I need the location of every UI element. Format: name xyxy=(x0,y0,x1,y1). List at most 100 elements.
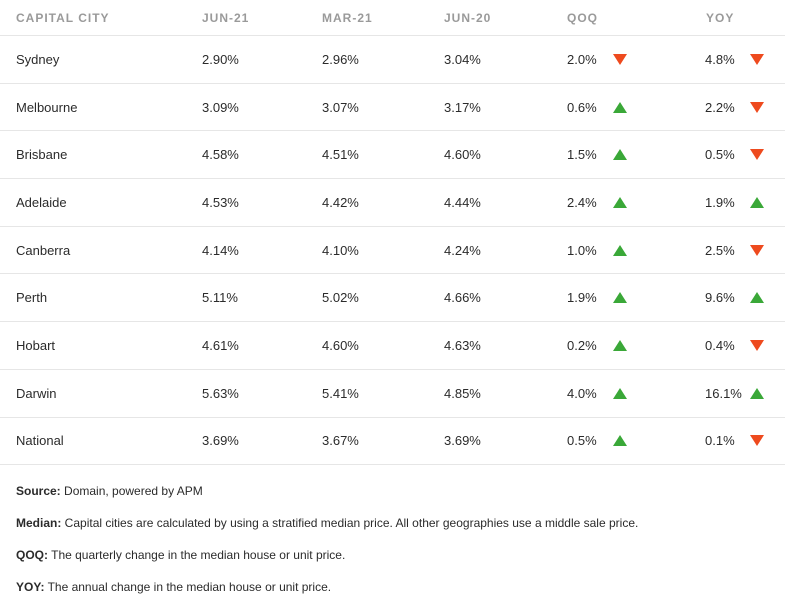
yoy-cell: 9.6% xyxy=(705,290,735,306)
qoq-trend xyxy=(613,227,627,274)
city-cell: Brisbane xyxy=(16,147,68,163)
mar-21-cell: 4.10% xyxy=(322,242,359,258)
table-row: Canberra 4.14% 4.10% 4.24% 1.0% 2.5% xyxy=(0,227,785,275)
note-text: The annual change in the median house or… xyxy=(44,580,332,594)
jun-21-cell: 4.61% xyxy=(202,337,239,353)
city-cell: Sydney xyxy=(16,51,60,67)
mar-21-cell: 3.67% xyxy=(322,433,359,449)
jun-20-cell: 4.24% xyxy=(444,242,481,258)
yoy-cell: 16.1% xyxy=(705,385,742,401)
note-source: Source: Domain, powered by APM xyxy=(16,483,776,515)
yoy-cell: 2.5% xyxy=(705,242,735,258)
footnotes: Source: Domain, powered by APM Median: C… xyxy=(16,483,776,611)
qoq-trend xyxy=(613,274,627,321)
note-median: Median: Capital cities are calculated by… xyxy=(16,515,776,547)
jun-21-cell: 5.11% xyxy=(202,290,238,306)
triangle-down-icon xyxy=(750,101,764,113)
triangle-up-icon xyxy=(750,292,764,304)
triangle-down-icon xyxy=(750,53,764,65)
triangle-down-icon xyxy=(750,339,764,351)
triangle-down-icon xyxy=(750,435,764,447)
header-yoy: YOY xyxy=(706,10,735,25)
city-cell: National xyxy=(16,433,64,449)
yoy-cell: 0.1% xyxy=(705,433,735,449)
mar-21-cell: 3.07% xyxy=(322,99,359,115)
triangle-up-icon xyxy=(750,196,764,208)
jun-21-cell: 2.90% xyxy=(202,51,239,67)
header-jun-21: JUN-21 xyxy=(202,10,250,25)
yoy-trend xyxy=(750,274,764,321)
yoy-cell: 0.4% xyxy=(705,337,735,353)
jun-21-cell: 4.14% xyxy=(202,242,239,258)
triangle-up-icon xyxy=(613,387,627,399)
qoq-trend xyxy=(613,131,627,178)
mar-21-cell: 2.96% xyxy=(322,51,359,67)
header-mar-21: MAR-21 xyxy=(322,10,373,25)
yoy-trend xyxy=(750,179,764,226)
table-row: Darwin 5.63% 5.41% 4.85% 4.0% 16.1% xyxy=(0,370,785,418)
city-cell: Perth xyxy=(16,290,48,306)
mar-21-cell: 4.51% xyxy=(322,147,359,163)
jun-20-cell: 4.44% xyxy=(444,194,481,210)
jun-21-cell: 4.58% xyxy=(202,147,239,163)
note-label: Median: xyxy=(16,516,62,530)
header-capital-city: CAPITAL CITY xyxy=(16,10,110,25)
yoy-cell: 1.9% xyxy=(705,194,735,210)
qoq-trend xyxy=(613,179,627,226)
note-label: Source: xyxy=(16,484,61,498)
triangle-up-icon xyxy=(613,244,627,256)
yoy-trend xyxy=(750,227,764,274)
table-header-row: CAPITAL CITY JUN-21 MAR-21 JUN-20 QOQ YO… xyxy=(0,0,785,36)
rental-yield-table: CAPITAL CITY JUN-21 MAR-21 JUN-20 QOQ YO… xyxy=(0,0,785,466)
city-cell: Canberra xyxy=(16,242,71,258)
mar-21-cell: 5.41% xyxy=(322,385,359,401)
mar-21-cell: 4.60% xyxy=(322,337,359,353)
mar-21-cell: 5.02% xyxy=(322,290,359,306)
table-row: Melbourne 3.09% 3.07% 3.17% 0.6% 2.2% xyxy=(0,84,785,132)
yoy-cell: 0.5% xyxy=(705,147,735,163)
jun-20-cell: 4.63% xyxy=(444,337,481,353)
yoy-trend xyxy=(750,84,764,131)
qoq-cell: 0.2% xyxy=(567,337,597,353)
note-label: YOY: xyxy=(16,580,45,594)
yoy-trend xyxy=(750,36,764,83)
yoy-trend xyxy=(750,370,764,417)
city-cell: Darwin xyxy=(16,385,57,401)
note-yoy: YOY: The annual change in the median hou… xyxy=(16,579,776,611)
triangle-up-icon xyxy=(750,387,764,399)
qoq-cell: 1.5% xyxy=(567,147,597,163)
jun-20-cell: 4.66% xyxy=(444,290,481,306)
triangle-up-icon xyxy=(613,101,627,113)
jun-21-cell: 5.63% xyxy=(202,385,239,401)
note-text: The quarterly change in the median house… xyxy=(48,548,346,562)
mar-21-cell: 4.42% xyxy=(322,194,359,210)
jun-21-cell: 3.09% xyxy=(202,99,239,115)
triangle-down-icon xyxy=(613,53,627,65)
qoq-cell: 2.4% xyxy=(567,194,597,210)
qoq-trend xyxy=(613,36,627,83)
qoq-trend xyxy=(613,322,627,369)
triangle-down-icon xyxy=(750,244,764,256)
qoq-cell: 1.9% xyxy=(567,290,597,306)
qoq-cell: 0.5% xyxy=(567,433,597,449)
jun-20-cell: 3.04% xyxy=(444,51,481,67)
yoy-trend xyxy=(750,322,764,369)
table-row: Hobart 4.61% 4.60% 4.63% 0.2% 0.4% xyxy=(0,322,785,370)
jun-21-cell: 4.53% xyxy=(202,194,239,210)
yoy-trend xyxy=(750,418,764,465)
table-row: National 3.69% 3.67% 3.69% 0.5% 0.1% xyxy=(0,418,785,466)
jun-21-cell: 3.69% xyxy=(202,433,239,449)
triangle-down-icon xyxy=(750,149,764,161)
jun-20-cell: 3.17% xyxy=(444,99,481,115)
qoq-trend xyxy=(613,370,627,417)
yoy-cell: 4.8% xyxy=(705,51,735,67)
jun-20-cell: 3.69% xyxy=(444,433,481,449)
city-cell: Adelaide xyxy=(16,194,67,210)
jun-20-cell: 4.85% xyxy=(444,385,481,401)
qoq-cell: 4.0% xyxy=(567,385,597,401)
triangle-up-icon xyxy=(613,339,627,351)
note-label: QOQ: xyxy=(16,548,48,562)
city-cell: Hobart xyxy=(16,337,56,353)
triangle-up-icon xyxy=(613,292,627,304)
triangle-up-icon xyxy=(613,149,627,161)
